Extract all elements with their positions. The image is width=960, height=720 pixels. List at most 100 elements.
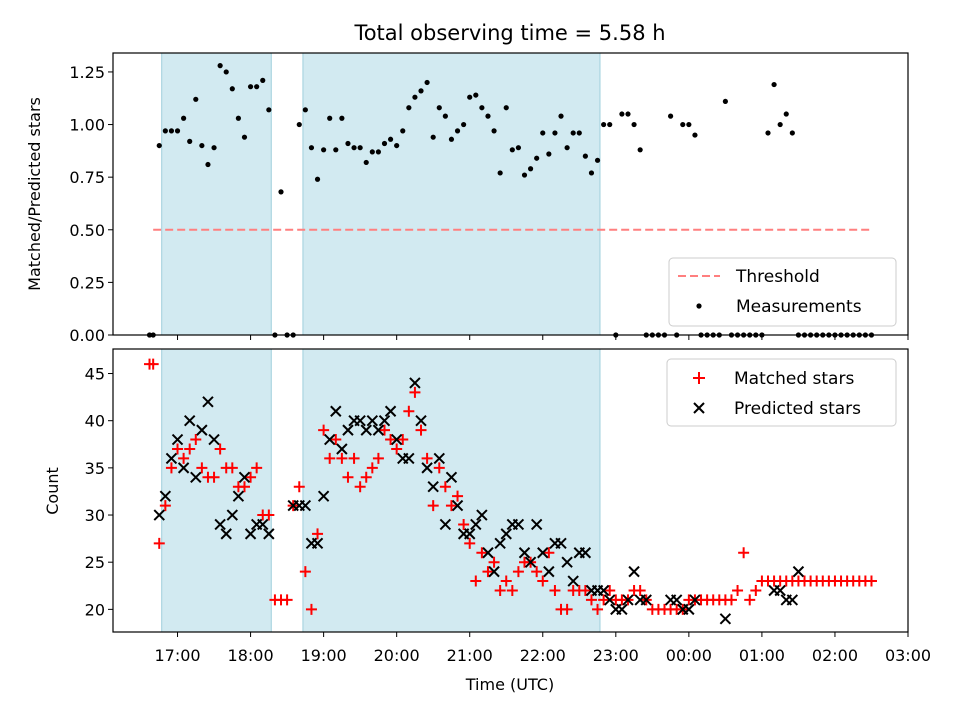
x-tick-label: 22:00 xyxy=(520,646,566,665)
measurement-point xyxy=(193,96,199,102)
x-tick-label: 18:00 xyxy=(228,646,274,665)
measurement-point xyxy=(327,115,333,121)
predicted-star-point xyxy=(415,414,427,427)
predicted-star-point xyxy=(689,594,701,606)
matched-star-point xyxy=(159,500,171,512)
measurement-point xyxy=(406,105,412,111)
matched-star-point xyxy=(738,547,750,559)
measurement-point xyxy=(345,140,351,147)
predicted-star-point xyxy=(214,518,226,531)
measurement-point xyxy=(400,128,406,134)
predicted-star-point xyxy=(597,584,610,597)
predicted-star-point xyxy=(220,528,232,540)
bottom-y-tick-label: 40 xyxy=(85,412,105,431)
matched-star-point xyxy=(598,594,610,606)
measurement-point xyxy=(588,170,595,176)
matched-star-point xyxy=(178,452,190,464)
measurement-point xyxy=(783,111,789,117)
measurement-point xyxy=(540,130,546,136)
predicted-star-point xyxy=(476,509,488,521)
measurement-point xyxy=(686,121,692,128)
top-y-axis-label: Matched/Predicted stars xyxy=(25,97,44,291)
matched-star-point xyxy=(348,452,360,464)
predicted-star-point xyxy=(342,424,354,436)
predicted-star-point xyxy=(530,518,543,531)
measurements-legend-swatch xyxy=(696,303,702,309)
measurement-point xyxy=(680,121,686,128)
measurement-point xyxy=(564,145,570,151)
predicted-star-point xyxy=(208,433,220,446)
predicted-star-point xyxy=(171,433,184,446)
matched-star-point xyxy=(281,594,293,606)
bottom-plot-marks xyxy=(144,358,877,625)
predicted-star-point xyxy=(323,433,336,446)
measurement-point xyxy=(369,149,375,155)
predicted-star-point xyxy=(153,509,165,521)
predicted-star-point xyxy=(384,405,397,417)
predicted-star-point xyxy=(336,443,348,455)
predicted-star-point xyxy=(372,424,385,436)
predicted-star-point xyxy=(670,594,683,606)
matched-star-point xyxy=(506,584,518,596)
measurement-point xyxy=(357,145,363,151)
predicted-star-point xyxy=(518,547,531,559)
predicted-star-point xyxy=(719,613,732,625)
matched-star-point xyxy=(305,603,317,615)
matched-star-point xyxy=(391,443,403,455)
measurement-point xyxy=(601,121,607,128)
measurement-point xyxy=(765,130,771,136)
matched-star-point xyxy=(725,594,737,606)
measurement-point xyxy=(576,130,582,136)
measurement-point xyxy=(394,142,400,149)
x-axis-label: Time (UTC) xyxy=(465,675,554,694)
predicted-star-point xyxy=(604,594,616,606)
matched-star-point xyxy=(488,556,500,568)
x-tick-label: 00:00 xyxy=(666,646,712,665)
predicted-star-point xyxy=(232,490,245,502)
matched-star-point xyxy=(464,537,476,549)
measurement-point xyxy=(168,128,175,134)
top-shaded-interval-1 xyxy=(302,52,601,336)
measurement-point xyxy=(199,142,205,149)
matched-star-point xyxy=(531,566,543,578)
predicted-star-point xyxy=(378,414,391,427)
chart-title: Total observing time = 5.58 h xyxy=(353,21,665,45)
measurement-point xyxy=(509,147,515,153)
matched-star-point xyxy=(251,462,263,474)
predicted-star-point xyxy=(427,481,439,493)
matched-star-point xyxy=(165,462,177,474)
measurement-point xyxy=(162,128,168,134)
predicted-star-point xyxy=(616,603,628,616)
predicted-star-point xyxy=(786,594,799,606)
top-axes-frame xyxy=(112,52,909,336)
predicted-star-point xyxy=(439,518,452,531)
measurement-point xyxy=(594,157,601,163)
measurement-point xyxy=(625,111,631,117)
top-y-ticks: 0.00 0.25 0.50 0.75 1.00 1.25 xyxy=(69,63,113,345)
predicted-star-point xyxy=(500,528,512,540)
measurement-point xyxy=(333,147,339,153)
predicted-star-point xyxy=(299,499,312,512)
matched-star-point xyxy=(190,434,202,446)
predicted-star-point xyxy=(451,499,464,512)
predicted-star-point xyxy=(622,594,634,606)
measurement-point xyxy=(722,98,728,105)
predicted-star-point xyxy=(317,490,330,502)
predicted-star-point xyxy=(226,509,239,521)
matched-star-point xyxy=(427,500,439,512)
predicted-star-point xyxy=(683,603,695,616)
measurement-point xyxy=(771,81,777,88)
matched-star-point xyxy=(439,481,451,493)
measurement-point xyxy=(174,128,181,134)
bottom-y-tick-label: 45 xyxy=(85,365,105,384)
predicted-star-point xyxy=(177,462,190,474)
top-y-tick-label: 0.25 xyxy=(69,273,105,292)
top-panel: 0.00 0.25 0.50 0.75 1.00 1.25 Matched/Predict… xyxy=(25,52,909,345)
top-y-tick-label: 0.75 xyxy=(69,168,105,187)
x-tick-label: 03:00 xyxy=(885,646,931,665)
threshold-legend-label: Threshold xyxy=(735,267,820,287)
predicted-star-point xyxy=(433,452,445,465)
measurement-point xyxy=(314,176,321,182)
measurement-point xyxy=(205,161,211,168)
bottom-y-tick-label: 20 xyxy=(85,600,105,619)
